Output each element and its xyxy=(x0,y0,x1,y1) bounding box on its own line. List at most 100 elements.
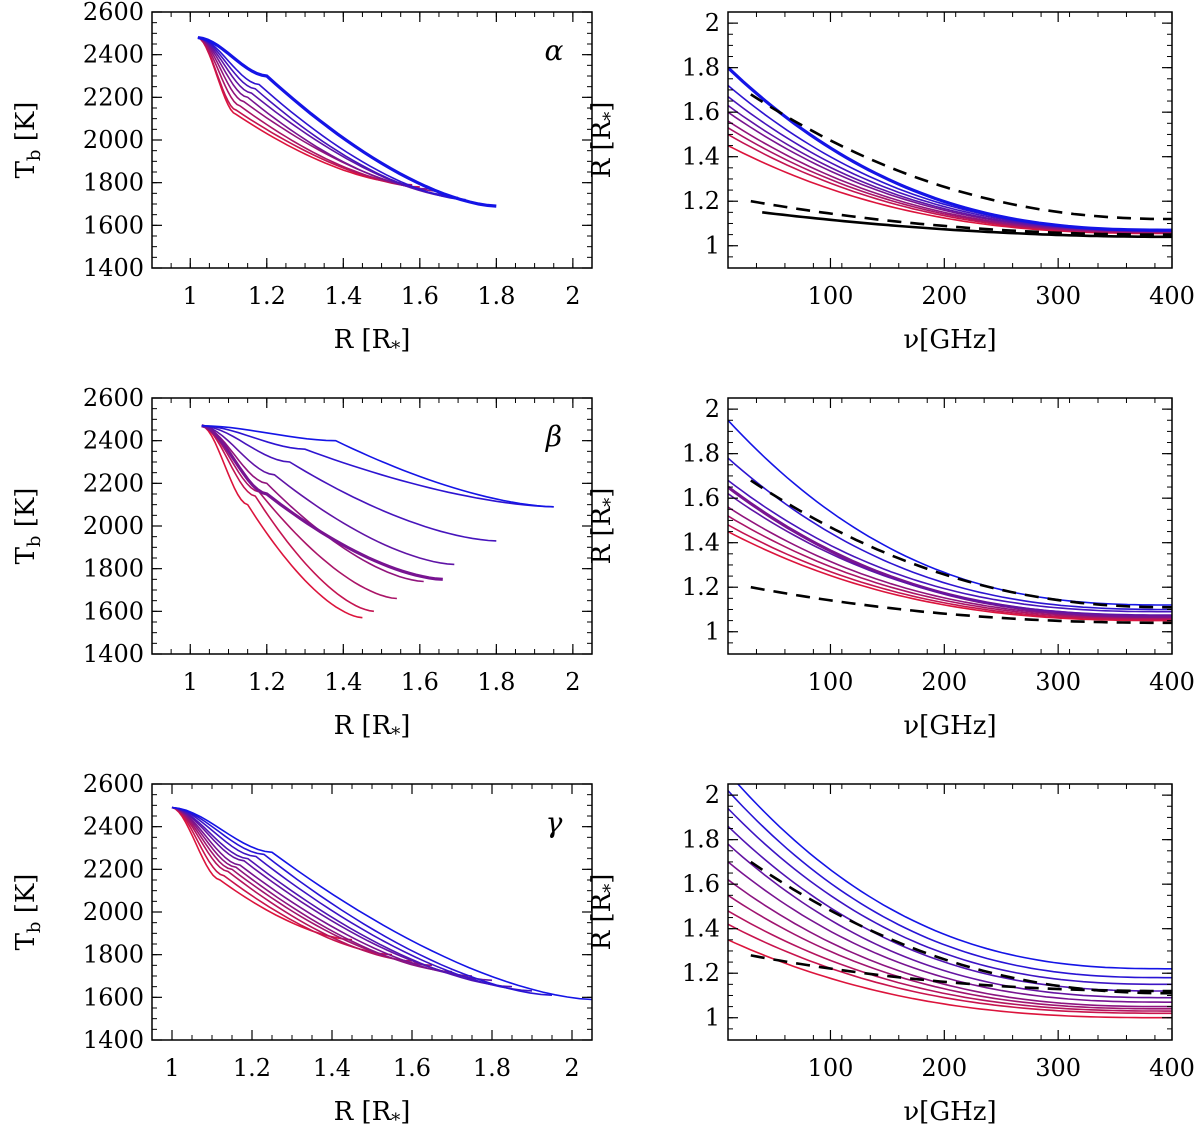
x-axis-label-main: ν[GHz] xyxy=(903,325,996,355)
y-tick-label: 1.4 xyxy=(682,143,720,171)
series-line xyxy=(201,424,554,508)
x-axis-label-main: R [R xyxy=(334,1097,393,1127)
series-group xyxy=(197,36,497,208)
y-tick-label: 2400 xyxy=(83,427,144,455)
y-tick-label: 1 xyxy=(705,1004,720,1032)
y-tick-label: 1.2 xyxy=(682,573,720,601)
y-tick-label: 1.6 xyxy=(682,484,720,512)
series-line xyxy=(728,530,1172,622)
y-tick-label: 1800 xyxy=(83,941,144,969)
series-line xyxy=(201,424,443,581)
series-line xyxy=(197,36,401,184)
x-tick-label: 1 xyxy=(183,282,198,310)
dashed-reference-line xyxy=(750,954,1172,993)
x-tick-label: 1.2 xyxy=(248,668,286,696)
y-tick-label: 2600 xyxy=(83,384,144,412)
x-tick-label: 300 xyxy=(1035,282,1081,310)
x-tick-label: 1 xyxy=(183,668,198,696)
y-tick-label: 2200 xyxy=(83,855,144,883)
series-group xyxy=(728,419,1172,625)
series-line xyxy=(197,36,420,188)
panel-beta_tb: 1 1.2 1.4 1.6 1.8 2 1400 1600 1800 2000 2200 2400 26… xyxy=(11,384,593,745)
series-line xyxy=(728,479,1172,613)
y-axis-label: Tb [K] xyxy=(11,102,45,179)
x-tick-label: 1.6 xyxy=(401,282,439,310)
y-tick-label: 1.2 xyxy=(682,187,720,215)
x-axis-label-sub: * xyxy=(391,338,400,359)
x-axis-label-tail: ] xyxy=(400,325,410,355)
y-tick-label: 2000 xyxy=(83,512,144,540)
series-group xyxy=(728,784,1172,1019)
panel-label: α xyxy=(545,34,564,67)
panel-label: β xyxy=(545,420,562,453)
x-tick-label: 100 xyxy=(808,282,854,310)
panel-alpha_nu: 100 200 300 400 1 1.2 1.4 1.6 1.8 2 ν[GHz] R [R*] xyxy=(587,9,1195,355)
series-line xyxy=(728,515,1172,620)
y-axis-label-tail: ] xyxy=(587,102,617,112)
y-tick-label: 1800 xyxy=(83,169,144,197)
series-line xyxy=(201,424,497,542)
y-tick-label: 1.8 xyxy=(682,440,720,468)
x-tick-label: 2 xyxy=(565,668,580,696)
y-axis-label-tail: ] xyxy=(587,488,617,498)
y-tick-label: 2 xyxy=(705,395,720,423)
x-tick-label: 1.8 xyxy=(477,668,515,696)
y-axis-label-main: T xyxy=(11,546,41,564)
x-tick-label: 100 xyxy=(808,1054,854,1082)
y-tick-label: 1.8 xyxy=(682,54,720,82)
series-line xyxy=(728,66,1172,232)
series-line xyxy=(171,806,453,973)
series-line xyxy=(171,806,473,977)
x-tick-label: 400 xyxy=(1149,1054,1195,1082)
series-line xyxy=(197,36,466,201)
y-axis-label-tail: [K] xyxy=(11,874,41,922)
y-axis-label-main: T xyxy=(11,932,41,950)
y-tick-label: 2400 xyxy=(83,813,144,841)
x-axis-label-main: R [R xyxy=(334,325,393,355)
x-tick-label: 2 xyxy=(564,1054,579,1082)
x-tick-label: 1.2 xyxy=(233,1054,271,1082)
x-axis-label: R [R*] xyxy=(334,325,411,359)
series-line xyxy=(728,790,1172,979)
y-tick-label: 2200 xyxy=(83,469,144,497)
y-axis-label: R [R*] xyxy=(587,874,621,951)
dashed-reference-line xyxy=(750,93,1172,221)
x-tick-label: 200 xyxy=(921,282,967,310)
y-axis-label-main: R [R xyxy=(587,119,617,178)
series-line xyxy=(728,524,1172,621)
series-line xyxy=(171,806,553,996)
y-axis-label: Tb [K] xyxy=(11,488,45,565)
x-axis-label-main: ν[GHz] xyxy=(903,711,996,741)
series-line xyxy=(171,806,533,992)
series-group xyxy=(201,424,554,619)
series-line xyxy=(171,806,513,988)
x-tick-label: 300 xyxy=(1035,668,1081,696)
series-line xyxy=(197,36,428,190)
series-line xyxy=(728,493,1172,616)
series-line xyxy=(728,910,1172,1012)
y-axis-label: Tb [K] xyxy=(11,874,45,951)
y-tick-label: 2600 xyxy=(83,0,144,26)
solid-reference-line xyxy=(762,211,1172,239)
y-tick-label: 1800 xyxy=(83,555,144,583)
x-axis-label: ν[GHz] xyxy=(903,1097,996,1127)
x-axis-label: ν[GHz] xyxy=(903,325,996,355)
x-axis-label-tail: ] xyxy=(400,711,410,741)
series-line xyxy=(736,784,1172,970)
panel-label: γ xyxy=(546,806,563,839)
x-tick-label: 1.4 xyxy=(313,1054,351,1082)
y-axis-label-sub: b xyxy=(24,536,45,548)
series-line xyxy=(728,843,1172,999)
y-axis-label-sub: * xyxy=(600,498,621,507)
y-tick-label: 2 xyxy=(705,9,720,37)
y-axis-label-tail: ] xyxy=(587,874,617,884)
series-line xyxy=(201,424,424,583)
x-axis-label: R [R*] xyxy=(334,1097,411,1130)
panel-beta_nu: 100 200 300 400 1 1.2 1.4 1.6 1.8 2 ν[GHz] R [R*] xyxy=(587,395,1195,741)
dashed-reference-line xyxy=(750,479,1172,609)
y-tick-label: 1400 xyxy=(83,254,144,282)
series-line xyxy=(728,807,1172,986)
plot-frame xyxy=(727,11,1173,269)
y-axis-label-main: R [R xyxy=(587,891,617,950)
dashed-reference-line xyxy=(750,585,1172,625)
